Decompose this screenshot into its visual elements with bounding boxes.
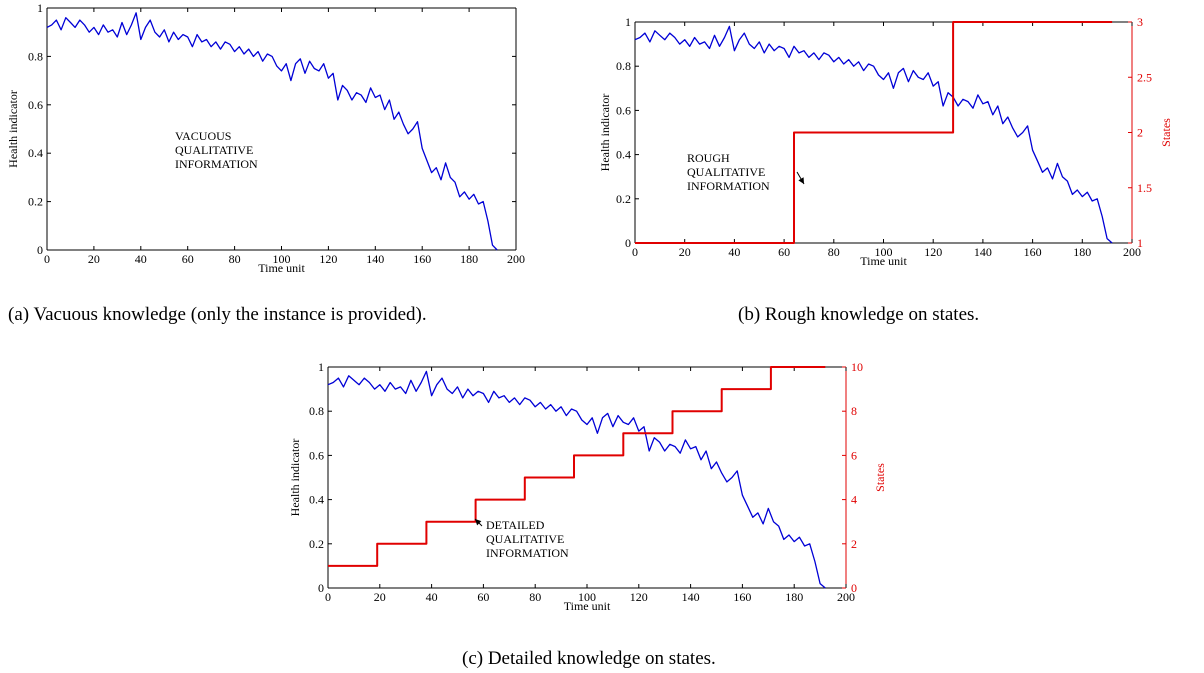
y-tick-label: 0.4 [309,493,324,507]
annotation-text: QUALITATIVE [486,532,564,546]
y-right-tick-label: 8 [851,404,857,418]
y-tick-label: 0.4 [616,148,631,162]
y-tick-label: 0 [37,243,43,257]
x-tick-label: 20 [374,590,386,604]
y-tick-label: 1 [625,15,631,29]
x-tick-label: 40 [426,590,438,604]
chart-panel-a: 0 20 40 60 80 100 120 140 160 180 200 0 0.2 0.4 0.6 0.8… [0,0,540,285]
x-tick-label: 200 [1123,245,1141,259]
chart-panel-b: 0 20 40 60 80 100 120 140 160 180 200 0 0.2 0.4 0.6 0.8… [592,0,1182,285]
x-tick-label: 160 [413,252,431,266]
x-tick-label: 20 [679,245,691,259]
y-tick-label: 0.2 [28,195,43,209]
x-tick-label: 80 [529,590,541,604]
y-right-axis-label: States [1159,118,1173,147]
x-tick-label: 0 [325,590,331,604]
x-tick-label: 180 [1073,245,1091,259]
annotation-text: INFORMATION [486,546,569,560]
y-right-tick-label: 1 [1137,236,1143,250]
x-tick-label: 120 [630,590,648,604]
y-right-tick-label: 0 [851,581,857,595]
y-right-tick-label: 1.5 [1137,181,1152,195]
caption-b: (b) Rough knowledge on states. [738,304,980,325]
x-tick-label: 200 [507,252,525,266]
x-tick-label: 60 [778,245,790,259]
y-tick-label: 0.6 [309,448,324,462]
annotation-text: INFORMATION [687,179,770,193]
y-tick-label: 0.6 [616,103,631,117]
annotation-text: INFORMATION [175,157,258,171]
y-tick-label: 0.8 [309,404,324,418]
x-axis-label: Time unit [564,599,611,613]
caption-a: (a) Vacuous knowledge (only the instance… [8,304,427,325]
y-tick-label: 0.8 [616,59,631,73]
y-tick-label: 1 [37,1,43,15]
x-tick-label: 180 [460,252,478,266]
annotation-text: VACUOUS [175,129,231,143]
y-tick-label: 0 [318,581,324,595]
annotation-text: QUALITATIVE [175,143,253,157]
x-tick-label: 120 [924,245,942,259]
y-axis-label: Health indicator [6,90,20,168]
health-indicator-series-line [634,25,1113,244]
x-tick-label: 140 [682,590,700,604]
health-indicator-series-line [327,370,826,589]
annotation-arrowhead [798,177,804,184]
x-tick-label: 60 [477,590,489,604]
y-right-tick-label: 4 [851,493,857,507]
annotation-arrowhead [475,519,482,526]
x-tick-label: 60 [182,252,194,266]
y-tick-label: 0.2 [309,537,324,551]
x-tick-label: 200 [837,590,855,604]
y-right-tick-label: 2 [851,537,857,551]
x-tick-label: 100 [578,590,596,604]
y-tick-label: 0.4 [28,146,43,160]
y-axis-label: Health indicator [598,94,612,172]
x-tick-label: 160 [1024,245,1042,259]
x-axis-label: Time unit [258,261,305,275]
x-tick-label: 20 [88,252,100,266]
y-tick-label: 0.6 [28,98,43,112]
states-series-line [635,21,1113,244]
x-tick-label: 160 [733,590,751,604]
y-right-tick-label: 6 [851,448,857,462]
caption-c: (c) Detailed knowledge on states. [462,648,716,669]
health-indicator-series-line [46,12,498,251]
x-tick-label: 180 [785,590,803,604]
chart-c-svg: 0 20 40 60 80 100 120 140 160 180 20000.20.40.60.8… [288,360,887,613]
y-tick-label: 0 [625,236,631,250]
annotation-text: ROUGH [687,151,730,165]
chart-b-svg: 0 20 40 60 80 100 120 140 160 180 200 0 0.2 0.4 0.6 0.8… [598,15,1173,268]
chart-panel-c: 0 20 40 60 80 100 120 140 160 180 200 0 0.2 0.4 0.6 0.8… [282,354,892,639]
x-tick-label: 0 [44,252,50,266]
x-tick-label: 40 [135,252,147,266]
x-tick-label: 40 [728,245,740,259]
y-tick-label: 0.8 [28,49,43,63]
annotation-text: QUALITATIVE [687,165,765,179]
y-axis-label: Health indicator [288,439,302,517]
y-right-tick-label: 3 [1137,15,1143,29]
y-right-tick-label: 2.5 [1137,70,1152,84]
states-series-line [328,366,826,567]
x-tick-label: 140 [974,245,992,259]
chart-a-svg: 0 20 40 60 80 100 120 140 160 180 200 0 0.2 0.4 0.6 0.8… [6,1,525,275]
x-tick-label: 80 [828,245,840,259]
y-right-axis-label: States [873,463,887,492]
y-tick-label: 0.2 [616,192,631,206]
x-tick-label: 100 [273,252,291,266]
x-tick-label: 100 [875,245,893,259]
y-tick-label: 1 [318,360,324,374]
x-tick-label: 140 [366,252,384,266]
y-right-tick-label: 10 [851,360,863,374]
x-tick-label: 120 [319,252,337,266]
y-right-tick-label: 2 [1137,126,1143,140]
x-tick-label: 0 [632,245,638,259]
annotation-text: DETAILED [486,518,545,532]
x-tick-label: 80 [229,252,241,266]
x-axis-label: Time unit [860,254,907,268]
